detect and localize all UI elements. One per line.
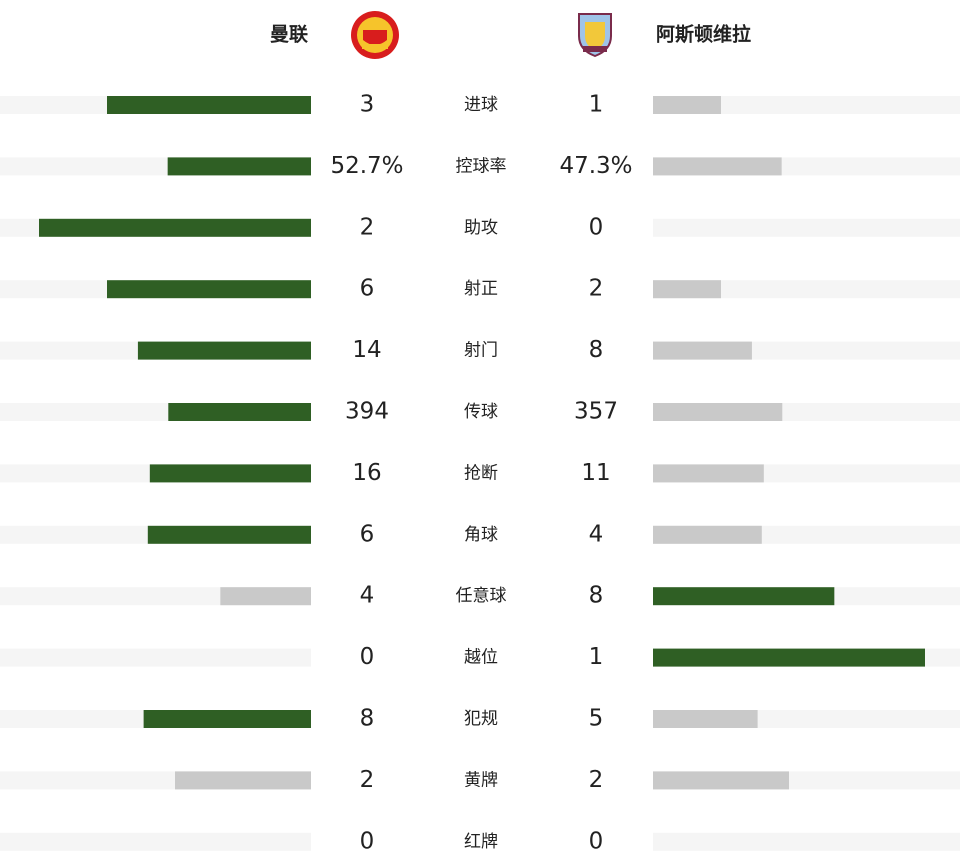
stat-label: 射正 [464, 279, 498, 299]
home-bar [220, 587, 311, 606]
track [653, 832, 960, 851]
home-value: 16 [352, 460, 381, 486]
stat-label: 助攻 [464, 218, 498, 238]
home-bar [149, 464, 311, 483]
away-bar [653, 771, 789, 790]
away-value: 5 [589, 706, 604, 732]
away-bar [653, 710, 758, 728]
away-bar [653, 280, 721, 299]
track [0, 648, 311, 667]
home-value: 4 [360, 583, 375, 609]
stat-label: 黄牌 [464, 770, 498, 790]
stat-label: 射门 [464, 341, 498, 361]
home-value: 394 [345, 399, 389, 425]
stat-label: 任意球 [456, 586, 507, 606]
track [0, 832, 311, 851]
track [653, 280, 960, 299]
track [653, 96, 960, 114]
home-value: 8 [360, 706, 375, 732]
home-bar [107, 96, 311, 114]
away-bar [653, 648, 925, 667]
away-value: 8 [589, 337, 604, 363]
stat-label: 红牌 [464, 832, 498, 852]
home-value: 3 [360, 92, 375, 118]
away-value: 4 [589, 521, 604, 547]
away-logo [578, 13, 612, 58]
home-bar [167, 157, 311, 176]
home-bar [147, 525, 311, 544]
away-value: 357 [574, 399, 618, 425]
home-value: 0 [360, 644, 375, 670]
home-bar [143, 710, 311, 728]
stat-label: 进球 [464, 95, 498, 115]
home-value: 6 [360, 276, 375, 302]
stat-label: 控球率 [456, 156, 507, 176]
away-value: 47.3% [559, 153, 632, 179]
away-bar [653, 341, 752, 360]
home-logo [351, 11, 399, 59]
away-value: 0 [589, 828, 604, 853]
stat-label: 犯规 [464, 709, 498, 729]
away-team: 阿斯顿维拉 [656, 23, 751, 46]
away-bar [653, 96, 721, 114]
away-value: 1 [589, 92, 604, 118]
away-value: 1 [589, 644, 604, 670]
stat-label: 角球 [464, 525, 498, 545]
home-value: 2 [360, 767, 375, 793]
home-value: 14 [352, 337, 381, 363]
home-value: 6 [360, 521, 375, 547]
stat-label: 抢断 [464, 463, 498, 483]
home-value: 2 [360, 214, 375, 240]
home-bar [175, 771, 311, 790]
away-value: 2 [589, 276, 604, 302]
home-bar [39, 218, 311, 237]
away-value: 2 [589, 767, 604, 793]
away-bar [653, 157, 782, 176]
away-bar [653, 587, 835, 606]
away-value: 0 [589, 214, 604, 240]
stat-label: 越位 [464, 648, 498, 668]
home-team: 曼联 [270, 24, 308, 46]
away-value: 8 [589, 583, 604, 609]
home-bar [168, 403, 311, 421]
away-value: 11 [581, 460, 610, 486]
home-value: 0 [360, 828, 375, 853]
home-value: 52.7% [330, 153, 403, 179]
track [653, 218, 960, 237]
stat-label: 传球 [464, 402, 498, 422]
away-bar [653, 403, 783, 421]
away-bar [653, 525, 762, 544]
home-bar [107, 280, 311, 299]
home-bar [137, 341, 311, 360]
away-bar [653, 464, 764, 483]
